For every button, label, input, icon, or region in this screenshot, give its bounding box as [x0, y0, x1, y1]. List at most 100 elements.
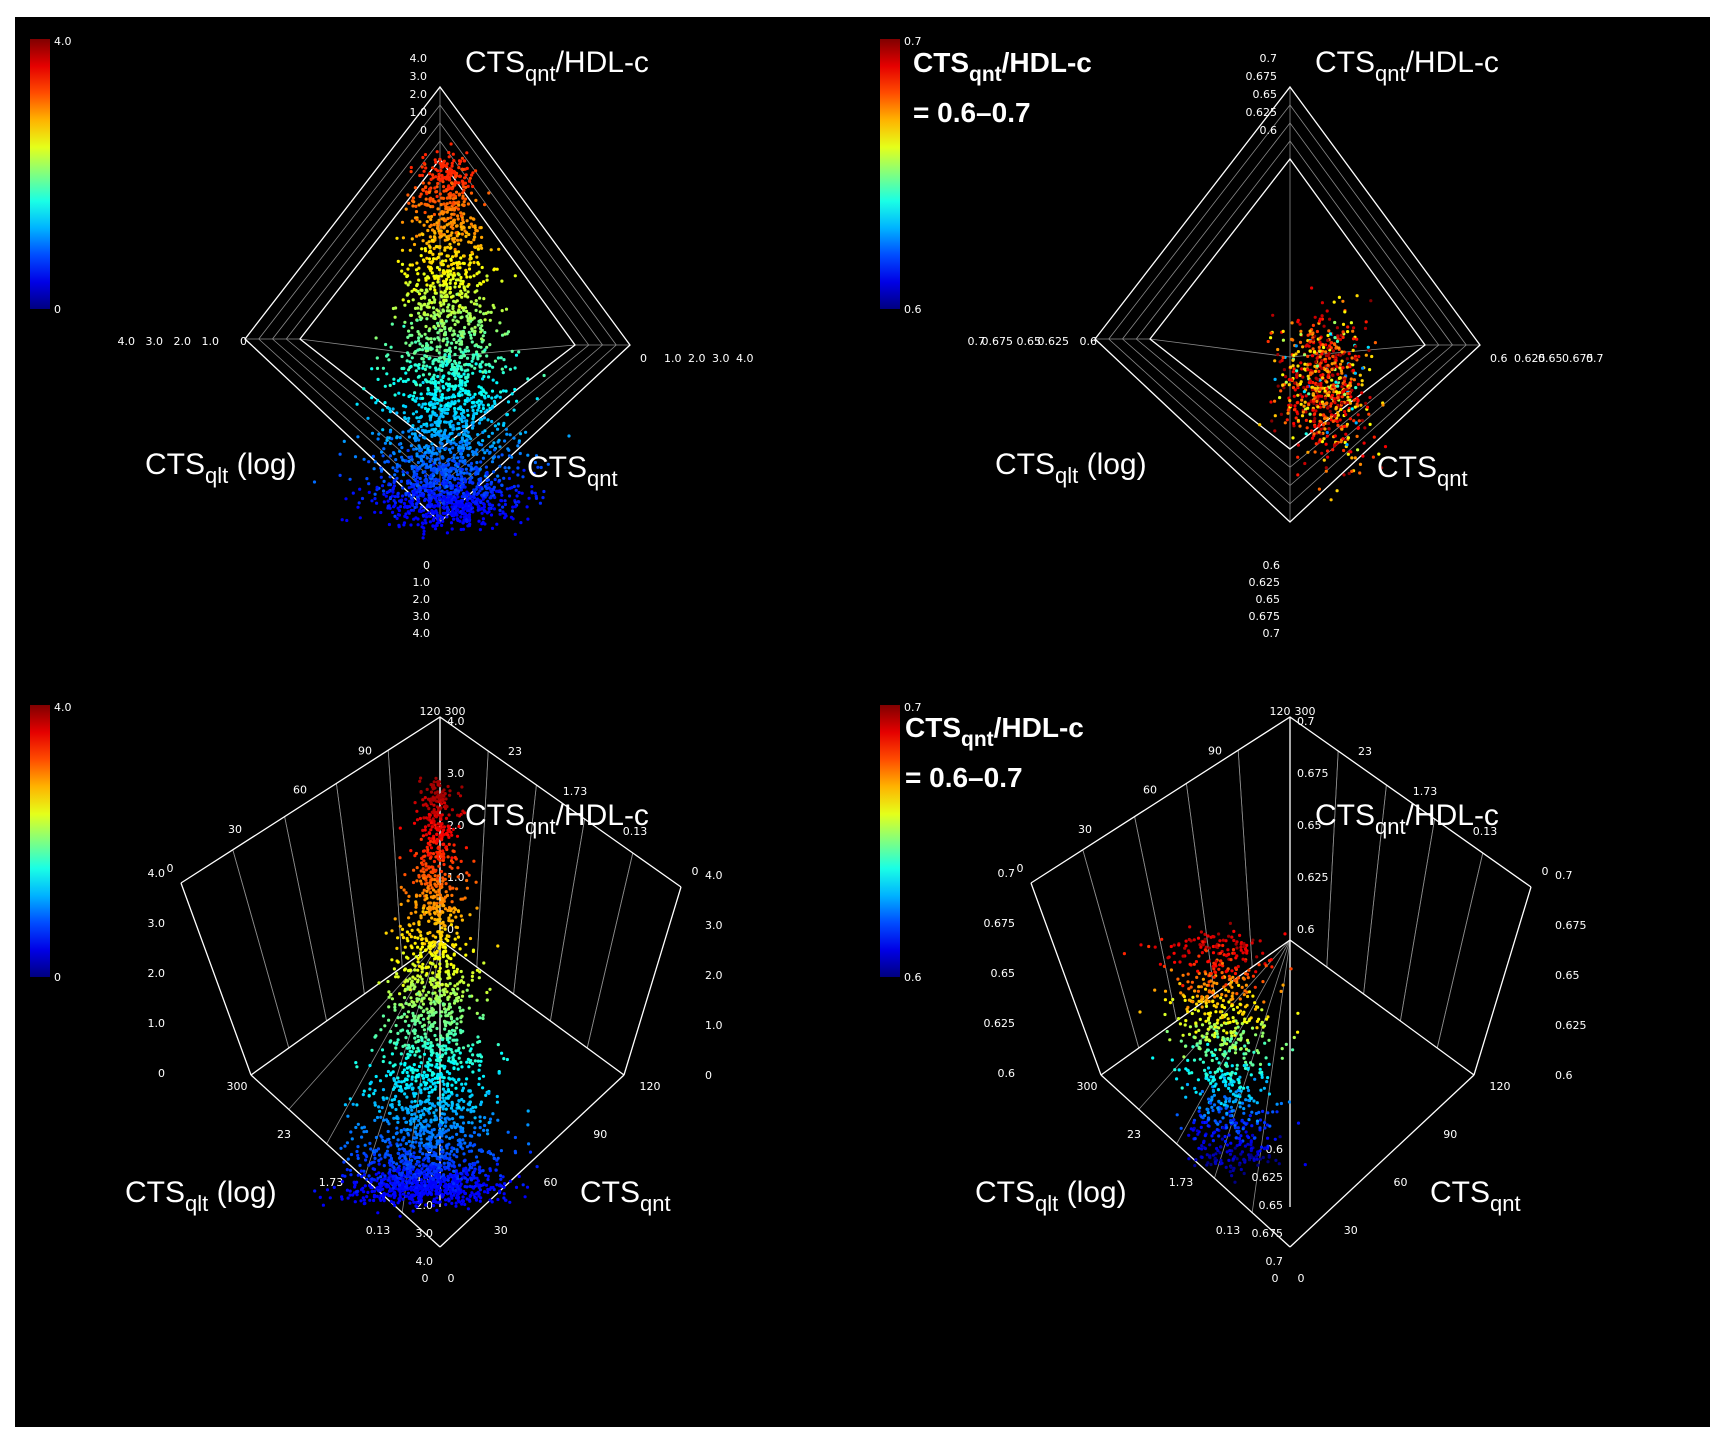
grid-ring: [1108, 104, 1467, 505]
data-point: [405, 505, 409, 510]
data-point: [432, 325, 436, 329]
data-point: [422, 529, 426, 533]
data-point: [426, 337, 431, 341]
data-point: [471, 408, 475, 413]
data-point: [416, 1046, 420, 1050]
data-point: [422, 1070, 426, 1074]
data-point: [1326, 375, 1330, 379]
data-point: [418, 220, 422, 224]
data-point: [455, 1042, 459, 1046]
data-point: [459, 859, 463, 863]
data-point: [504, 427, 508, 431]
data-point: [449, 495, 453, 499]
data-point: [428, 235, 432, 239]
data-point: [475, 350, 479, 354]
data-point: [1352, 398, 1356, 402]
data-point: [492, 441, 496, 445]
data-point: [481, 1016, 485, 1021]
data-point: [416, 289, 420, 294]
data-point: [503, 439, 507, 443]
data-point: [450, 164, 454, 168]
data-point: [345, 1188, 349, 1192]
data-point: [372, 1160, 376, 1164]
data-point: [446, 1178, 450, 1182]
data-point: [414, 903, 418, 907]
data-point: [427, 836, 431, 840]
data-point: [444, 259, 448, 263]
data-point: [1335, 420, 1339, 424]
tick-left: 0.65: [1017, 335, 1042, 348]
data-point: [408, 248, 412, 252]
data-point: [388, 475, 392, 479]
grid-line: [336, 783, 365, 995]
data-point: [453, 969, 457, 973]
data-point: [415, 999, 419, 1003]
data-point: [1329, 402, 1333, 406]
tick-right-edge: 1.0: [705, 1019, 723, 1032]
data-point: [446, 340, 450, 344]
data-point: [438, 389, 442, 393]
data-point: [445, 177, 449, 181]
data-point: [457, 432, 461, 436]
data-point: [462, 308, 466, 312]
data-point: [481, 334, 485, 338]
data-point: [451, 988, 455, 992]
data-point: [440, 217, 444, 221]
data-point: [413, 432, 417, 436]
data-point: [367, 460, 371, 464]
data-point: [496, 944, 500, 948]
data-point: [487, 434, 491, 439]
data-point: [450, 866, 454, 870]
data-point: [436, 255, 440, 259]
data-point: [482, 389, 486, 393]
data-point: [395, 476, 399, 480]
data-point: [351, 1102, 355, 1106]
data-point: [362, 1130, 366, 1134]
data-point: [462, 1152, 466, 1156]
data-point: [475, 968, 479, 972]
data-point: [429, 400, 433, 404]
data-point: [375, 1179, 379, 1183]
data-point: [402, 521, 407, 525]
data-point: [455, 834, 460, 838]
data-point: [451, 886, 455, 890]
data-point: [454, 224, 459, 228]
data-point: [445, 170, 449, 174]
data-point: [1310, 385, 1314, 389]
data-point: [1321, 402, 1325, 406]
data-point: [450, 384, 455, 388]
data-point: [444, 502, 449, 506]
data-point: [344, 497, 348, 501]
data-point: [410, 341, 414, 345]
data-point: [453, 281, 458, 285]
colorbar-panel-0: [30, 39, 50, 309]
data-point: [1279, 412, 1283, 416]
data-point: [479, 500, 483, 505]
data-point: [1322, 324, 1326, 328]
data-point: [422, 169, 426, 173]
data-point: [500, 493, 504, 497]
data-point: [409, 1105, 413, 1109]
data-point: [453, 206, 457, 210]
data-point: [449, 450, 453, 454]
data-point: [376, 398, 380, 402]
data-point: [516, 473, 520, 477]
data-point: [403, 980, 407, 984]
data-point: [400, 248, 405, 252]
data-point: [332, 1185, 336, 1189]
data-point: [439, 203, 443, 207]
data-point: [1335, 365, 1339, 369]
data-point: [444, 446, 448, 450]
data-point: [410, 1158, 414, 1162]
data-point: [438, 493, 442, 497]
data-point: [1305, 426, 1309, 430]
data-point: [1294, 344, 1298, 348]
data-point: [1313, 417, 1317, 421]
data-point: [428, 1106, 432, 1111]
data-point: [355, 402, 359, 406]
tick-qnt-top: 90: [358, 744, 372, 757]
colorbar-panel-1: [880, 39, 900, 309]
data-point: [507, 454, 512, 458]
data-point: [476, 323, 480, 327]
axis-label-left: CTSqlt (log): [145, 448, 297, 488]
